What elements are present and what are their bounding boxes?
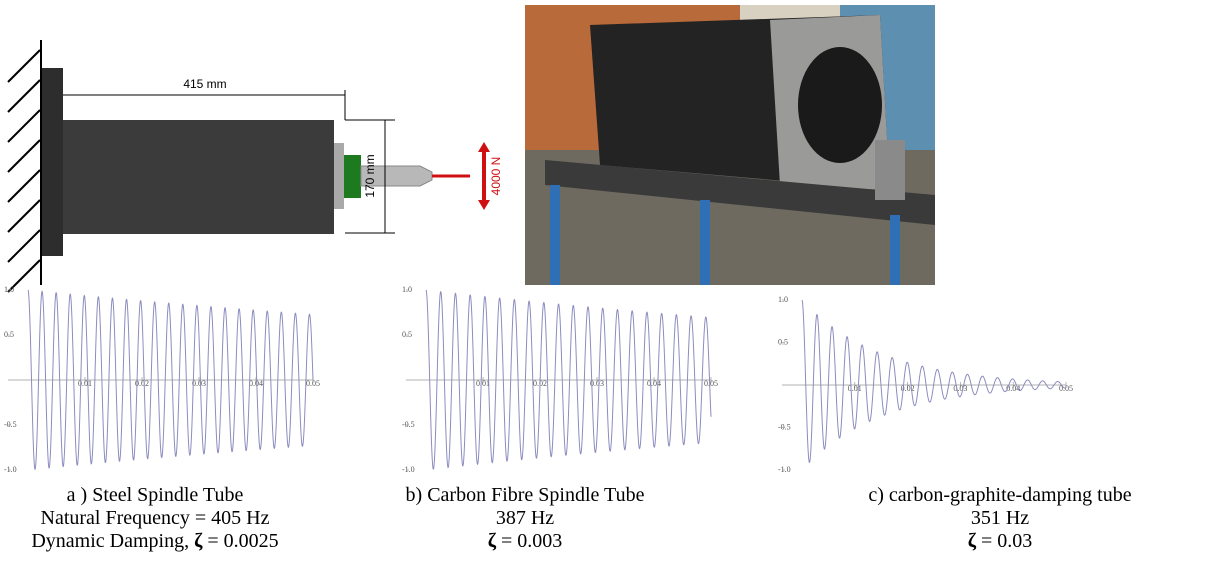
symbol: ζ: [194, 530, 203, 552]
value: 387: [495, 507, 526, 529]
value: 0.003: [517, 530, 563, 552]
symbol: ζ: [967, 530, 976, 552]
bearing: [344, 155, 361, 198]
mount-plate: [42, 68, 63, 256]
y-tick-label: -0.5: [402, 420, 415, 429]
unit: Hz: [530, 507, 555, 529]
force-label: 4000 N: [489, 157, 503, 196]
x-tick-label: 0.01: [476, 379, 490, 388]
equals: =: [980, 530, 993, 552]
photo-leg: [550, 185, 560, 285]
x-tick-label: 0.02: [901, 384, 915, 393]
caption-title: b) Carbon Fibre Spindle Tube: [405, 484, 645, 506]
spindle: [360, 165, 433, 187]
caption: a ) Steel Spindle Tube Natural Frequency…: [0, 484, 365, 553]
x-tick-label: 0.04: [1006, 384, 1020, 393]
x-tick-label: 0.01: [848, 384, 862, 393]
value: 405: [211, 507, 242, 529]
value: 0.03: [997, 530, 1033, 552]
photo-leg: [890, 215, 900, 285]
value: 351: [970, 507, 1001, 529]
value: 0.0025: [223, 530, 279, 552]
y-tick-label: 0.5: [778, 337, 788, 346]
caption-frequency: 387 Hz: [315, 507, 735, 530]
schematic: 415 mm 170 mm 4000 N: [7, 40, 503, 293]
x-tick-label: 0.01: [78, 379, 92, 388]
x-tick-label: 0.04: [647, 379, 661, 388]
caption-damping: Dynamic Damping, ζ = 0.0025: [0, 530, 365, 553]
y-tick-label: 0.5: [402, 330, 412, 339]
unit: Hz: [246, 507, 270, 529]
end-plate: [334, 143, 344, 209]
y-tick-label: -0.5: [4, 420, 17, 429]
equals: =: [500, 530, 513, 552]
caption-frequency: 351 Hz: [790, 507, 1210, 530]
y-tick-label: 0.5: [4, 330, 14, 339]
unit: Hz: [1005, 507, 1030, 529]
x-tick-label: 0.03: [953, 384, 967, 393]
caption: b) Carbon Fibre Spindle Tube 387 Hz ζ = …: [315, 484, 735, 553]
caption-damping: ζ = 0.03: [790, 530, 1210, 553]
x-tick-label: 0.02: [135, 379, 149, 388]
x-tick-label: 0.05: [704, 379, 718, 388]
tube-body: [63, 120, 334, 234]
equals: =: [207, 530, 219, 552]
caption-title: c) carbon-graphite-damping tube: [868, 484, 1132, 506]
arrow-head: [478, 200, 490, 210]
photo-table: [545, 160, 935, 225]
test-rig-photo: [525, 5, 935, 285]
y-tick-label: 1.0: [778, 295, 788, 304]
caption: c) carbon-graphite-damping tube 351 Hz ζ…: [790, 484, 1210, 553]
photo-leg: [700, 200, 710, 285]
response-curve: [801, 299, 1067, 464]
label: Dynamic Damping,: [31, 530, 190, 552]
label: Natural Frequency =: [40, 507, 207, 529]
wall-hatch: [7, 49, 41, 293]
y-tick-label: -1.0: [402, 465, 415, 474]
caption-title: a ) Steel Spindle Tube: [66, 484, 244, 506]
symbol: ζ: [487, 530, 496, 552]
y-tick-label: -0.5: [778, 422, 791, 431]
x-tick-label: 0.03: [192, 379, 206, 388]
y-tick-label: -1.0: [4, 465, 17, 474]
caption-frequency: Natural Frequency = 405 Hz: [0, 507, 365, 530]
photo-sensor: [875, 140, 905, 200]
y-tick-label: -1.0: [778, 465, 791, 474]
response-curve: [425, 289, 712, 470]
x-tick-label: 0.04: [249, 379, 263, 388]
length-label: 415 mm: [183, 77, 226, 91]
response-curve: [27, 289, 314, 471]
photo-flange: [798, 47, 882, 163]
arrow-head: [478, 142, 490, 152]
x-tick-label: 0.03: [590, 379, 604, 388]
x-tick-label: 0.05: [306, 379, 320, 388]
y-tick-label: 1.0: [4, 285, 14, 294]
y-tick-label: 1.0: [402, 285, 412, 294]
caption-damping: ζ = 0.003: [315, 530, 735, 553]
diameter-label: 170 mm: [363, 154, 377, 197]
